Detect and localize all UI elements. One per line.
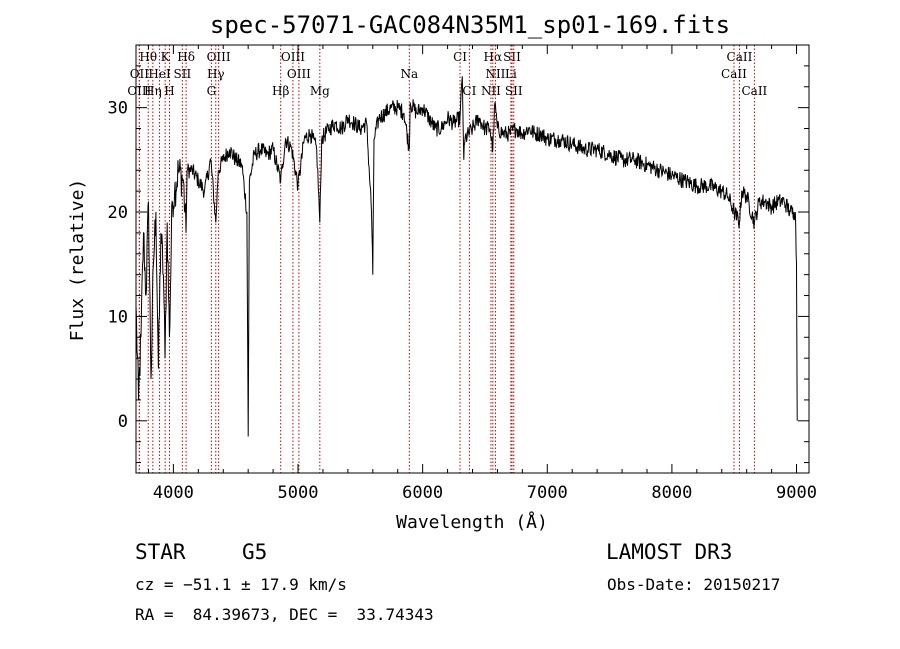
object-type: STAR: [135, 540, 186, 564]
y-axis-label: Flux (relative): [67, 179, 88, 342]
x-tick-label: 5000: [278, 483, 319, 503]
line-label: Li: [505, 67, 517, 81]
line-label: Hθ: [139, 50, 157, 64]
line-label: Hη: [144, 84, 162, 98]
coordinates: RA = 84.39673, DEC = 33.74343: [135, 605, 434, 624]
line-label: OIII: [207, 50, 231, 64]
x-tick-label: 9000: [776, 483, 817, 503]
line-label: HeI: [148, 67, 171, 81]
y-tick-label: 10: [108, 307, 128, 327]
line-label: G: [207, 84, 217, 98]
line-label: CI: [453, 50, 467, 64]
line-label: Hβ: [272, 84, 289, 98]
redshift-cz: cz = −51.1 ± 17.9 km/s: [135, 575, 347, 594]
chart-title: spec-57071-GAC084N35M1_sp01-169.fits: [210, 11, 730, 39]
line-label: Na: [400, 67, 418, 81]
line-label: Hδ: [177, 50, 195, 64]
x-tick-label: 4000: [153, 483, 194, 503]
line-label: CaII: [741, 84, 767, 98]
line-label: OIII: [281, 50, 305, 64]
line-label: OIII: [287, 67, 311, 81]
line-label: SII: [174, 67, 192, 81]
subclass: G5: [242, 540, 268, 564]
line-label: NII: [481, 84, 501, 98]
line-label: CaII: [721, 67, 747, 81]
x-tick-label: 8000: [651, 483, 692, 503]
line-label: SII: [503, 50, 521, 64]
y-tick-label: 20: [108, 203, 128, 223]
x-tick-label: 7000: [527, 483, 568, 503]
line-label: Hα: [484, 50, 503, 64]
line-label: K: [161, 50, 171, 64]
axes: 4000 5000 6000 7000 8000 9000 0 10 20 30: [108, 45, 817, 503]
line-label: SII: [505, 84, 523, 98]
obs-date: Obs-Date: 20150217: [607, 575, 781, 594]
spectrum-line: [135, 76, 798, 437]
x-tick-label: 6000: [402, 483, 443, 503]
line-label: Mg: [310, 84, 330, 98]
line-label: Hγ: [207, 67, 225, 81]
line-label: NII: [485, 67, 505, 81]
y-tick-label: 0: [118, 412, 128, 432]
line-label: H: [164, 84, 174, 98]
plot-frame: [135, 44, 810, 474]
survey-label: LAMOST DR3: [606, 540, 733, 564]
line-label: OIII: [127, 84, 151, 98]
y-tick-label: 30: [108, 99, 128, 119]
line-label: CaII: [727, 50, 753, 64]
x-axis-label: Wavelength (Å): [396, 511, 548, 533]
line-label: CI: [462, 84, 476, 98]
